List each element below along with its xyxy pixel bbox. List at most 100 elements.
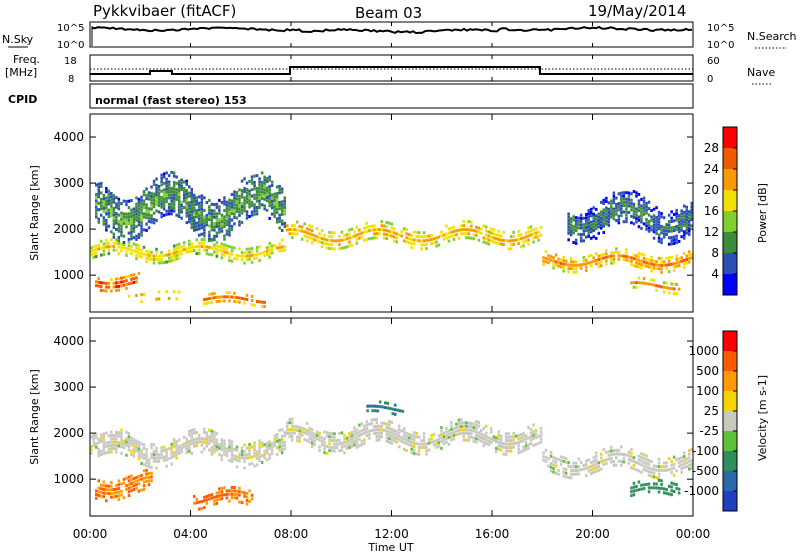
heatmap-cell bbox=[150, 456, 153, 459]
heatmap-cell bbox=[107, 215, 111, 219]
heatmap-cell bbox=[388, 433, 391, 437]
heatmap-cell bbox=[313, 439, 316, 443]
heatmap-cell bbox=[165, 464, 168, 468]
heatmap-cell bbox=[393, 429, 396, 432]
heatmap-cell bbox=[218, 446, 221, 450]
heatmap-cell bbox=[637, 462, 641, 466]
heatmap-cell bbox=[640, 459, 643, 463]
heatmap-cell bbox=[160, 183, 163, 187]
heatmap-cell bbox=[487, 436, 490, 440]
colorbar-swatch bbox=[723, 331, 737, 352]
heatmap-cell bbox=[318, 236, 321, 240]
heatmap-cell bbox=[263, 178, 266, 182]
heatmap-cell bbox=[240, 449, 244, 453]
heatmap-cell bbox=[115, 202, 118, 206]
heatmap-cell bbox=[175, 440, 178, 443]
heatmap-cell bbox=[200, 194, 204, 198]
heatmap-cell bbox=[637, 202, 641, 206]
heatmap-cell bbox=[637, 255, 641, 259]
nsearch-tick-lo: 10^0 bbox=[707, 40, 734, 51]
heatmap-cell bbox=[437, 243, 441, 247]
heatmap-cell bbox=[215, 206, 219, 209]
heatmap-cell bbox=[162, 213, 166, 217]
heatmap-cell bbox=[147, 479, 151, 483]
heatmap-cell bbox=[95, 202, 98, 206]
heatmap-cell bbox=[685, 261, 688, 265]
heatmap-cell bbox=[185, 205, 188, 209]
heatmap-cell bbox=[150, 465, 153, 469]
heatmap-cell bbox=[218, 218, 221, 222]
heatmap-cell bbox=[529, 442, 533, 445]
heatmap-cell bbox=[532, 232, 535, 236]
heatmap-cell bbox=[198, 245, 201, 248]
heatmap-cell bbox=[559, 261, 563, 265]
heatmap-cell bbox=[268, 191, 271, 195]
heatmap-cell bbox=[552, 263, 555, 266]
heatmap-cell bbox=[107, 285, 111, 289]
heatmap-cell bbox=[685, 225, 688, 229]
heatmap-cell bbox=[652, 236, 656, 240]
velocity-colorbar-label: Velocity [m s-1] bbox=[756, 375, 769, 461]
heatmap-cell bbox=[645, 218, 648, 221]
heatmap-cell bbox=[225, 229, 229, 233]
heatmap-cell bbox=[504, 239, 508, 243]
heatmap-cell bbox=[230, 496, 234, 500]
heatmap-cell bbox=[645, 201, 648, 205]
heatmap-cell bbox=[100, 185, 103, 188]
heatmap-cell bbox=[190, 249, 193, 253]
heatmap-cell bbox=[355, 237, 359, 241]
heatmap-cell bbox=[605, 248, 608, 252]
heatmap-cell bbox=[115, 277, 118, 281]
heatmap-cell bbox=[132, 438, 136, 442]
heatmap-cell bbox=[685, 209, 688, 213]
heatmap-cell bbox=[132, 242, 136, 246]
heatmap-cell bbox=[230, 456, 234, 460]
heatmap-cell bbox=[348, 232, 351, 236]
heatmap-cell bbox=[208, 208, 211, 212]
heatmap-cell bbox=[600, 467, 603, 471]
heatmap-cell bbox=[600, 213, 603, 217]
heatmap-cell bbox=[95, 205, 98, 209]
heatmap-cell bbox=[278, 213, 281, 217]
heatmap-cell bbox=[233, 489, 236, 493]
heatmap-cell bbox=[172, 258, 176, 262]
heatmap-cell bbox=[132, 220, 136, 224]
heatmap-cell bbox=[120, 245, 123, 249]
heatmap-cell bbox=[253, 454, 256, 458]
x-tick-label: 00:00 bbox=[676, 527, 711, 541]
heatmap-cell bbox=[105, 225, 108, 229]
heatmap-cell bbox=[167, 202, 171, 206]
colorbar-swatch bbox=[723, 431, 737, 452]
heatmap-cell bbox=[140, 205, 143, 209]
heatmap-cell bbox=[190, 194, 193, 198]
heatmap-cell bbox=[205, 201, 209, 204]
heatmap-cell bbox=[152, 192, 156, 196]
heatmap-cell bbox=[102, 219, 106, 223]
heatmap-cell bbox=[92, 255, 95, 259]
heatmap-cell bbox=[120, 227, 123, 231]
heatmap-cell bbox=[602, 208, 605, 212]
heatmap-cell bbox=[130, 208, 133, 212]
heatmap-cell bbox=[95, 489, 98, 493]
heatmap-cell bbox=[585, 265, 588, 269]
heatmap-cell bbox=[590, 223, 593, 227]
heatmap-cell bbox=[100, 201, 103, 204]
heatmap-cell bbox=[562, 259, 565, 263]
heatmap-cell bbox=[677, 223, 681, 227]
heatmap-cell bbox=[255, 193, 259, 197]
heatmap-cell bbox=[177, 189, 181, 193]
heatmap-cell bbox=[260, 193, 264, 197]
heatmap-cell bbox=[617, 221, 621, 225]
heatmap-cell bbox=[465, 431, 468, 435]
heatmap-cell bbox=[190, 429, 193, 432]
heatmap-cell bbox=[313, 238, 316, 242]
heatmap-cell bbox=[340, 230, 344, 234]
heatmap-cell bbox=[228, 211, 231, 215]
heatmap-cell bbox=[645, 257, 648, 261]
heatmap-cell bbox=[240, 446, 244, 450]
heatmap-cell bbox=[376, 409, 379, 413]
heatmap-cell bbox=[625, 251, 628, 255]
beam-title: Beam 03 bbox=[355, 4, 422, 22]
heatmap-cell bbox=[440, 230, 443, 234]
heatmap-cell bbox=[233, 454, 236, 458]
